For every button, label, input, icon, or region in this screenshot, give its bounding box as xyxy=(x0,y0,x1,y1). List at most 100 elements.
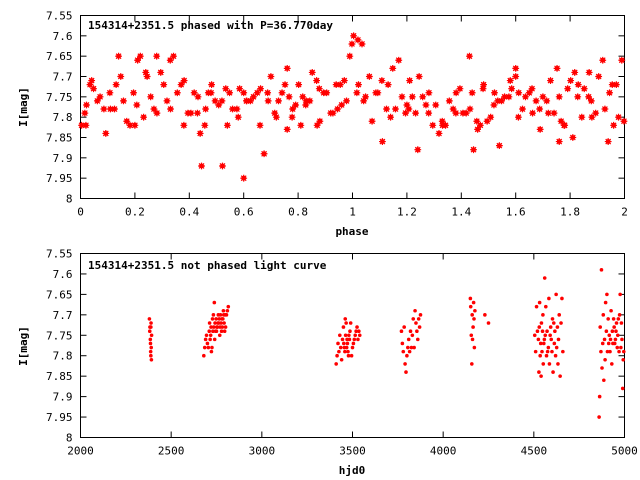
data-point xyxy=(612,341,617,346)
data-point xyxy=(419,93,427,101)
data-point xyxy=(82,121,90,129)
data-point xyxy=(234,113,242,121)
data-point xyxy=(599,56,607,64)
data-point xyxy=(206,345,211,350)
data-point xyxy=(196,130,204,137)
data-point xyxy=(439,121,446,129)
y-tick-label: 7.7 xyxy=(53,309,73,322)
data-point xyxy=(466,105,474,113)
data-point xyxy=(528,85,536,93)
data-point xyxy=(487,113,495,121)
data-point xyxy=(588,113,596,121)
data-point xyxy=(614,321,619,325)
data-point xyxy=(395,56,403,64)
y-tick-label: 7.7 xyxy=(53,71,73,84)
data-point xyxy=(541,313,545,317)
y-tick-label: 7.9 xyxy=(53,391,73,404)
data-point xyxy=(550,317,555,321)
data-point xyxy=(204,333,209,338)
data-point xyxy=(542,341,546,346)
data-point xyxy=(406,77,414,84)
data-point xyxy=(536,105,544,113)
data-point xyxy=(539,321,544,325)
data-point xyxy=(202,105,210,113)
data-point xyxy=(539,374,543,378)
data-point xyxy=(384,81,392,89)
data-point xyxy=(552,341,557,346)
data-point xyxy=(343,333,348,338)
data-point xyxy=(150,105,158,113)
data-point xyxy=(417,325,422,329)
data-point xyxy=(336,81,344,89)
y-tick-label: 7.6 xyxy=(53,30,73,43)
data-point xyxy=(449,105,457,113)
x-tick-label: 1.2 xyxy=(397,206,417,219)
data-point xyxy=(534,304,539,309)
data-point xyxy=(90,85,97,93)
data-point xyxy=(452,89,460,97)
data-point xyxy=(574,93,582,101)
data-point xyxy=(600,366,604,370)
data-point xyxy=(100,105,108,113)
data-point xyxy=(569,134,577,141)
data-point xyxy=(149,333,154,338)
data-point xyxy=(349,353,354,358)
data-point xyxy=(210,345,214,350)
data-point xyxy=(356,337,360,342)
data-point xyxy=(476,121,484,129)
data-point xyxy=(580,85,588,93)
x-tick-label: 0.6 xyxy=(234,206,254,219)
data-point xyxy=(149,325,153,329)
data-point xyxy=(340,337,345,342)
y-tick-label: 7.75 xyxy=(46,329,73,342)
data-point xyxy=(470,337,475,342)
data-point xyxy=(213,321,217,325)
data-point xyxy=(222,321,226,325)
data-point xyxy=(130,89,137,97)
data-point xyxy=(211,325,216,329)
data-point xyxy=(223,121,231,129)
data-point xyxy=(415,73,423,80)
data-point xyxy=(550,349,554,354)
data-point xyxy=(416,317,421,321)
data-point xyxy=(281,81,289,89)
data-point xyxy=(297,121,305,129)
data-point xyxy=(354,36,362,44)
data-point xyxy=(343,317,348,321)
data-point xyxy=(540,329,545,333)
y-tick-label: 7.95 xyxy=(46,411,73,424)
data-point xyxy=(553,353,558,358)
data-point xyxy=(545,349,550,354)
phased-plot: 7.55 7.6 7.65 7.7 7.75 7.8 7.85 7.9 7.95 80 0.2 0.4… xyxy=(17,10,628,239)
data-point xyxy=(348,40,356,48)
y-tick-label: 7.75 xyxy=(46,91,73,104)
x-tick-label: 1.4 xyxy=(451,206,471,219)
data-point xyxy=(226,89,233,97)
data-point xyxy=(468,296,473,301)
data-point xyxy=(133,101,141,109)
data-point xyxy=(557,117,565,125)
data-point xyxy=(512,64,520,72)
data-point xyxy=(536,337,541,342)
data-point xyxy=(610,329,615,333)
data-point xyxy=(180,77,188,84)
data-point xyxy=(148,349,153,354)
data-point xyxy=(351,341,356,346)
phased-plot-xlabel: phase xyxy=(335,225,368,238)
data-point xyxy=(383,105,390,113)
data-point xyxy=(283,125,291,133)
data-point xyxy=(452,109,460,117)
x-tick-label: 1.6 xyxy=(506,206,526,219)
data-point xyxy=(414,146,422,154)
data-point xyxy=(340,77,348,84)
data-point xyxy=(537,300,542,305)
data-point xyxy=(549,337,554,342)
data-point xyxy=(555,138,563,145)
data-point xyxy=(352,337,357,342)
data-point xyxy=(506,77,514,84)
data-point xyxy=(214,329,219,333)
data-point xyxy=(471,300,476,305)
data-point xyxy=(618,56,626,64)
data-point xyxy=(606,317,610,321)
y-tick-label: 7.8 xyxy=(53,350,73,363)
